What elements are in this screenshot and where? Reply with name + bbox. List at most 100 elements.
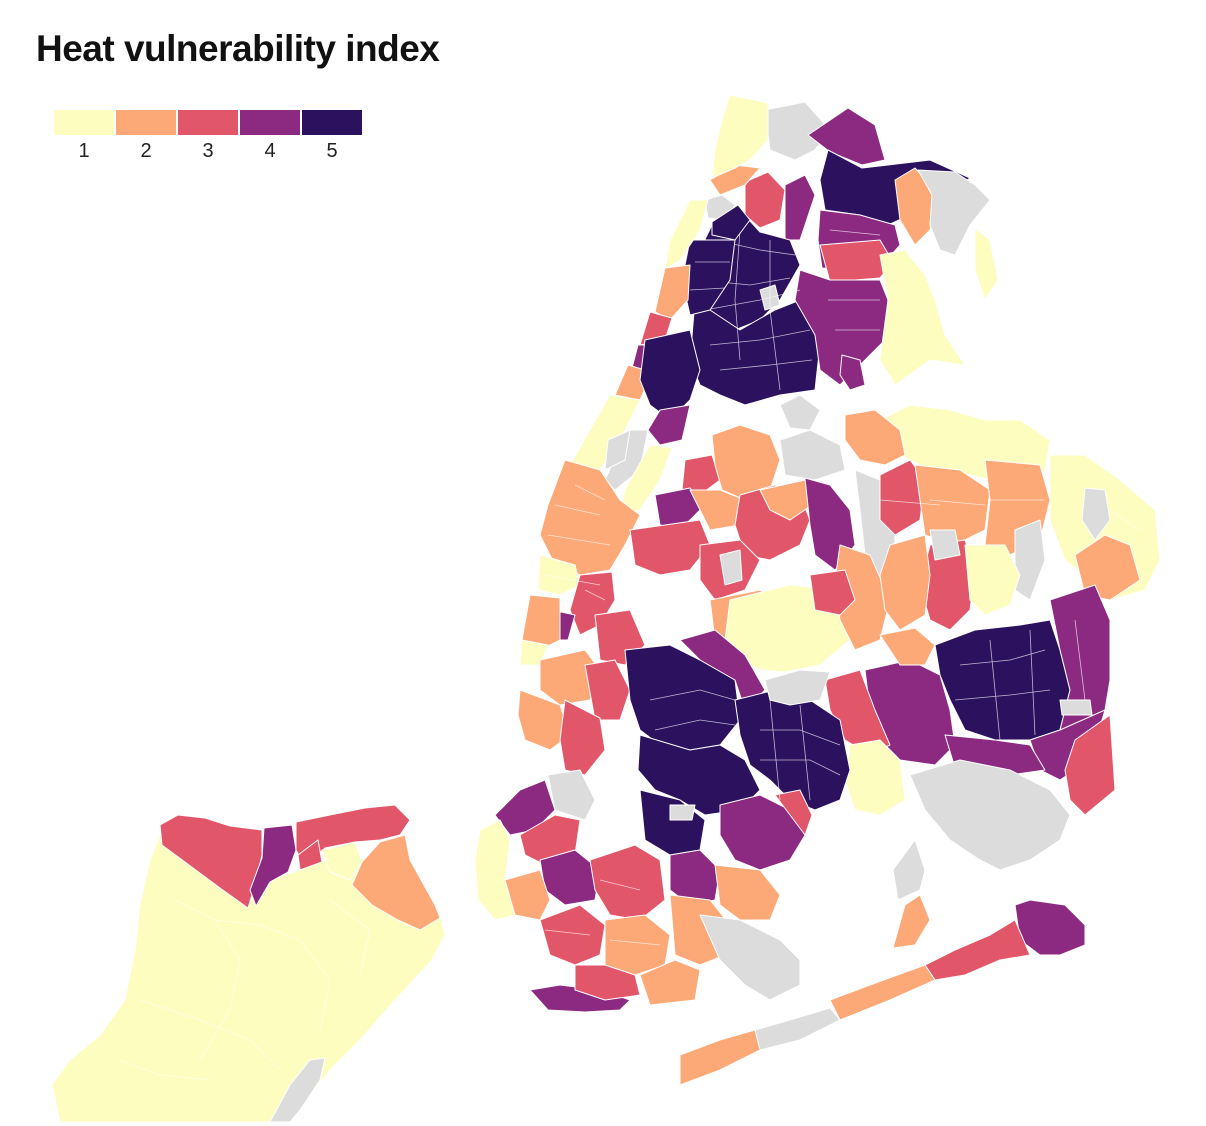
area-bk-fg-3 [584, 659, 631, 721]
area-bk-bay-ridge-1 [474, 819, 516, 921]
area-qn-college-pt-2 [844, 409, 906, 466]
area-qn-jfk-gray [909, 759, 1071, 871]
area-bx-se-4 [839, 354, 866, 391]
area-bk-stl-3 [774, 789, 813, 836]
area-qn-far-rock-4 [1014, 899, 1086, 956]
area-mn-ues-1 [619, 444, 673, 516]
area-bk-canarsie-4 [719, 794, 806, 871]
area-qn-lic-3 [629, 519, 711, 576]
bx-tract-lines [699, 229, 881, 391]
area-qn-jamaica-2 [879, 534, 931, 631]
map-title: Heat vulnerability index [36, 28, 440, 69]
area-bx-se-1 [879, 249, 966, 386]
no-data-parks [719, 394, 1111, 716]
area-qn-rosedale-3 [1064, 714, 1116, 816]
legend-swatch-1 [54, 110, 114, 135]
area-bx-nw-4 [807, 107, 886, 166]
area-qn-richmond-2 [879, 627, 936, 666]
area-mn-west-1 [664, 199, 709, 271]
area-qn-maspeth-3 [809, 569, 856, 616]
manhattan [519, 94, 769, 666]
area-park-gray-3 [764, 669, 831, 706]
area-mn-east-4 [647, 404, 691, 446]
area-bx-riverdale-3 [744, 171, 786, 229]
area-qn-gray-cemetery [1014, 519, 1046, 601]
queens [604, 404, 1161, 1086]
legend-swatch-5 [302, 110, 362, 135]
area-bk-dumbo-2 [517, 689, 571, 751]
area-bk-flat-gray [669, 804, 696, 821]
area-qn-lga-gray [779, 429, 846, 481]
area-bk-gowanus-4 [494, 779, 556, 836]
legend-swatch-3 [178, 110, 238, 135]
area-bk-flat-4 [669, 849, 721, 906]
area-bk-brighton-3 [574, 964, 641, 1001]
area-bk-mb-gray [699, 914, 801, 1001]
area-qn-fresh-2 [914, 464, 991, 546]
area-bx-mid-4 [794, 269, 889, 386]
area-bx-ne-2 [894, 167, 936, 246]
area-mn-harlem-5 [639, 329, 701, 421]
area-bk-rh-gray [547, 769, 596, 821]
area-mn-1-upper [711, 94, 769, 179]
area-bk-dyker-3 [539, 904, 606, 966]
area-bk-marine-2 [714, 864, 781, 921]
area-si-shore [297, 839, 323, 871]
area-si-north-mid [249, 824, 297, 907]
area-mn-cp-gray [604, 429, 649, 491]
area-qn-rock-3 [924, 919, 1031, 981]
legend-swatch-2 [116, 110, 176, 135]
area-bx-gray-park [917, 169, 991, 256]
area-park-gray-4 [929, 529, 961, 561]
legend-label-4: 4 [264, 140, 276, 162]
area-bx-south-5 [689, 299, 821, 406]
area-mn-mid-2 [539, 459, 641, 576]
area-bx-west-gray [764, 101, 831, 161]
area-park-gray-6 [1081, 487, 1111, 541]
area-qn-breezy-2 [679, 1029, 761, 1086]
area-mn-west-2a [654, 264, 691, 321]
si-tract-lines [119, 899, 371, 1081]
legend-label-2: 2 [140, 140, 152, 162]
area-bk-mb-2 [639, 959, 701, 1006]
area-qn-1-hb [844, 739, 906, 816]
qn-tract-lines [879, 499, 1141, 741]
area-bx-kingsbridge-4 [784, 174, 816, 241]
bronx [689, 101, 999, 406]
legend-label-5: 5 [326, 140, 338, 162]
legend-swatch-4 [240, 110, 300, 135]
area-qn-ri-gray [604, 429, 631, 471]
area-qn-broad-chan-2 [892, 894, 931, 949]
area-mn-inwood-5 [711, 204, 751, 241]
area-mn-1-lower [537, 554, 581, 596]
area-bk-park-3 [559, 699, 606, 776]
area-qn-astoria-3 [681, 454, 721, 496]
area-bx-throgs-1 [974, 227, 999, 301]
bk-tract-lines [544, 689, 841, 946]
area-bk-wb-2 [539, 649, 601, 706]
area-park-gray-1 [779, 394, 821, 431]
area-si-east-a [351, 834, 441, 931]
area-qn-jbay-gray [892, 839, 926, 901]
brooklyn [474, 609, 851, 1013]
area-mn-lower-2 [521, 594, 561, 651]
area-qn-rock-2 [829, 964, 936, 1021]
area-park-gray-5 [1059, 699, 1093, 716]
area-bk-bensonhurst-3 [589, 844, 666, 921]
staten-island [51, 804, 446, 1123]
area-qn-1-center [964, 544, 1021, 616]
mn-tract-lines [544, 261, 730, 601]
area-si-gray [269, 1057, 326, 1123]
area-park-gray-2 [719, 549, 743, 586]
area-bk-br-2 [504, 869, 551, 921]
legend-label-3: 3 [202, 140, 214, 162]
area-qn-rock-gray [754, 1007, 841, 1051]
legend-label-1: 1 [78, 140, 90, 162]
area-qn-flushing-e-3 [879, 459, 926, 536]
legend: 1 2 3 4 5 [54, 110, 364, 170]
area-qn-sjamaica-5 [934, 619, 1071, 741]
area-qn-astoria-4 [654, 487, 706, 531]
area-si-east-b [321, 841, 363, 881]
area-qn-flushing-bay-2 [759, 479, 813, 521]
